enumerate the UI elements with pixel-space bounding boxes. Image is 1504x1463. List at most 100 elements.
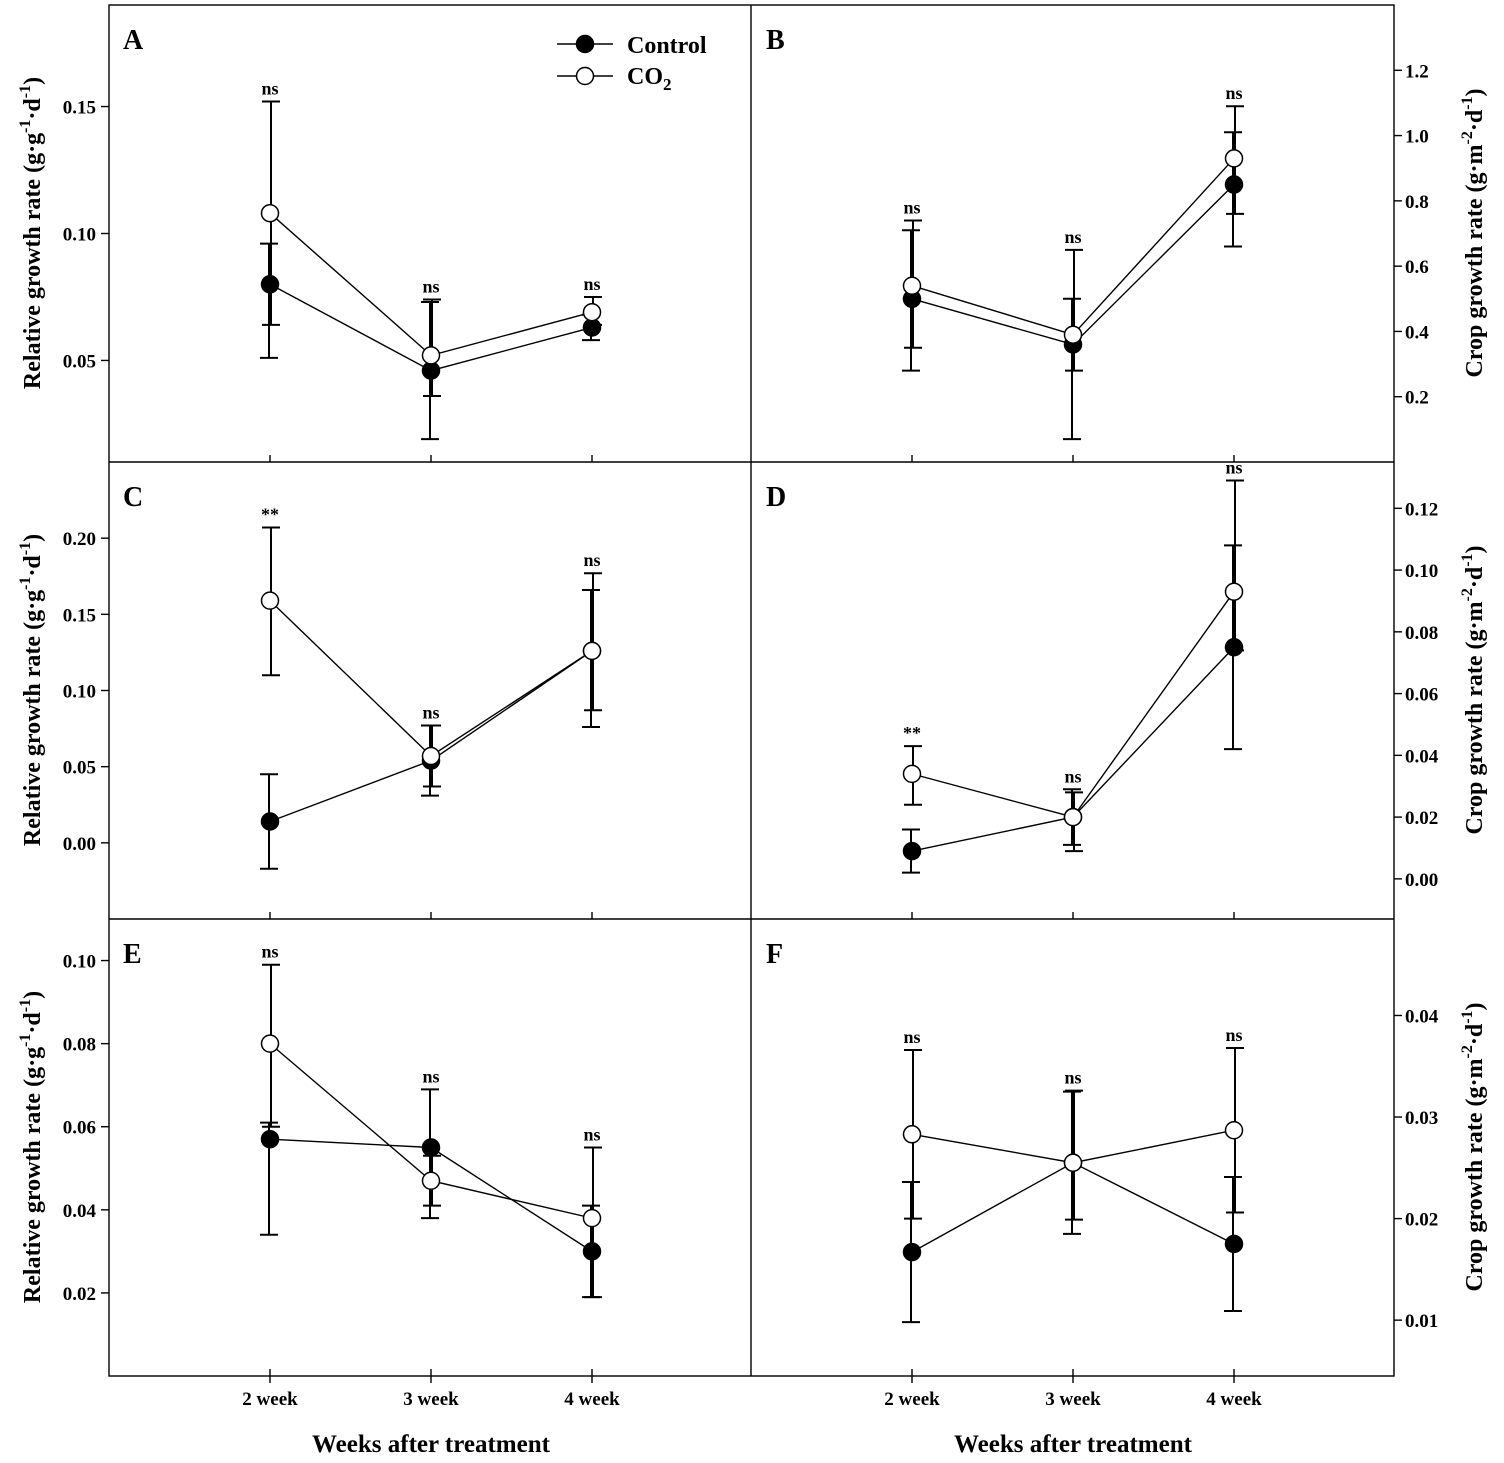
y-tick-label: 0.08 (1405, 623, 1438, 644)
significance-label: ns (583, 274, 600, 294)
panel-frames (108, 4, 1395, 1377)
ylabel-part: ·d (1462, 566, 1488, 588)
ylabel-part: ) (20, 77, 46, 85)
legend-co2-sub: 2 (663, 75, 672, 94)
marker-co2 (582, 302, 602, 322)
marker-co2 (902, 1125, 922, 1144)
y-tick-label: 0.06 (63, 1118, 96, 1139)
significance-label: ns (422, 1066, 439, 1086)
marker-co2 (1224, 582, 1244, 601)
y-tick-label: 0.00 (63, 834, 96, 855)
marker-co2 (1063, 807, 1083, 827)
y-axis-title-D: Crop growth rate (g·m-2·d-1) (1459, 545, 1488, 834)
x-tick-label: 2 week (884, 1389, 940, 1410)
y-axis-title-A: Relative growth rate (g·g-1·d-1) (17, 77, 46, 389)
panel-letter-E: E (123, 939, 142, 970)
y-tick-label: 0.10 (63, 682, 96, 703)
ylabel-sup: -1 (1459, 553, 1476, 566)
panel-letter-C: C (123, 482, 143, 513)
ylabel-sup: -2 (1459, 131, 1476, 144)
marker-co2 (421, 1171, 441, 1190)
ylabel-part: ·d (20, 98, 46, 120)
x-tick-label: 4 week (564, 1389, 620, 1410)
y-axis-title-B: Crop growth rate (g·m-2·d-1) (1459, 88, 1488, 377)
panel-E: E 0.02 0.04 0.06 0.08 0.10 2 week 3 week 4 week n… (63, 939, 620, 1410)
ylabel-sup: -1 (17, 999, 34, 1012)
y-tick-label: 0.02 (1405, 1210, 1438, 1231)
panel-letter-F: F (766, 939, 783, 970)
marker-co2 (1063, 1153, 1083, 1172)
ylabel-part: ) (1462, 88, 1488, 96)
marker-control (902, 841, 922, 861)
ylabel-sup: -2 (1459, 1045, 1476, 1058)
y-axis-title-E: Relative growth rate (g·g-1·d-1) (17, 991, 46, 1303)
legend: Control CO2 (557, 33, 707, 94)
ylabel-part: ) (1462, 545, 1488, 553)
y-tick-label: 0.04 (1405, 1006, 1439, 1027)
ylabel-sup: -1 (1459, 96, 1476, 109)
x-axis-title-left: Weeks after treatment (312, 1431, 551, 1458)
legend-co2-main: CO (627, 64, 663, 90)
marker-control (421, 361, 441, 380)
ylabel-part: Crop growth rate (g·m (1462, 1058, 1488, 1291)
marker-co2 (582, 641, 602, 661)
ylabel-part: ·d (20, 1012, 46, 1034)
marker-control (260, 275, 280, 294)
panel-D: D 0.00 0.02 0.04 0.06 0.08 0.10 0.12 ** ns ns (766, 458, 1439, 919)
significance-label: ns (1064, 1068, 1081, 1088)
significance-label: ns (583, 550, 600, 570)
legend-control-label: Control (627, 33, 707, 59)
marker-control (582, 1242, 602, 1261)
ylabel-sup: -1 (17, 542, 34, 555)
ylabel-part: Relative growth rate (g·g (20, 590, 46, 846)
y-axis-title-F: Crop growth rate (g·m-2·d-1) (1459, 1002, 1488, 1291)
y-tick-label: 0.06 (1405, 685, 1438, 706)
panel-C: C 0.00 0.05 0.10 0.15 0.20 ** ns ns (63, 482, 602, 919)
ylabel-part: ) (20, 991, 46, 999)
significance-label: ns (261, 78, 278, 98)
y-tick-label: 0.12 (1405, 499, 1438, 520)
significance-label: ns (903, 197, 920, 217)
significance-label: ns (1064, 227, 1081, 247)
y-tick-label: 0.08 (63, 1035, 96, 1056)
y-tick-label: 0.15 (63, 98, 96, 119)
marker-control (1224, 638, 1244, 657)
ylabel-part: Relative growth rate (g·g (20, 133, 46, 389)
marker-co2 (421, 346, 441, 365)
significance-label: ** (261, 505, 279, 525)
y-tick-label: 0.02 (63, 1284, 96, 1305)
marker-co2 (1063, 325, 1083, 344)
significance-label: ns (422, 703, 439, 723)
x-tick-label: 4 week (1206, 1389, 1262, 1410)
marker-co2 (902, 764, 922, 784)
y-tick-label: 0.4 (1405, 322, 1429, 343)
panel-B: B 0.2 0.4 0.6 0.8 1.0 1.2 ns ns ns (766, 25, 1429, 462)
ylabel-sup: -1 (17, 577, 34, 590)
x-tick-label: 3 week (1045, 1389, 1101, 1410)
y-axis-titles-left: Relative growth rate (g·g-1·d-1) Relativ… (17, 77, 46, 1303)
significance-label: ns (1225, 1025, 1242, 1045)
legend-co2-label: CO2 (627, 64, 672, 94)
panel-letter-D: D (766, 482, 786, 513)
marker-control (1224, 175, 1244, 194)
panel-A: A 0.05 0.10 0.15 ns ns ns (63, 25, 602, 462)
y-tick-label: 0.8 (1405, 192, 1429, 213)
y-tick-label: 0.6 (1405, 257, 1429, 278)
x-tick-label: 2 week (242, 1389, 298, 1410)
ylabel-sup: -1 (17, 1034, 34, 1047)
marker-control (1224, 1234, 1244, 1254)
significance-label: ns (1225, 83, 1242, 103)
ylabel-sup: -1 (1459, 1010, 1476, 1023)
y-tick-label: 0.10 (1405, 561, 1438, 582)
ylabel-part: ) (1462, 1002, 1488, 1010)
y-tick-label: 0.2 (1405, 388, 1429, 409)
marker-co2 (902, 276, 922, 295)
y-tick-label: 1.2 (1405, 61, 1429, 82)
ylabel-sup: -2 (1459, 588, 1476, 601)
ylabel-part: ·d (1462, 1023, 1488, 1045)
ylabel-sup: -1 (17, 120, 34, 133)
ylabel-sup: -1 (17, 85, 34, 98)
y-tick-label: 0.10 (63, 952, 96, 973)
ylabel-part: Crop growth rate (g·m (1462, 144, 1488, 377)
